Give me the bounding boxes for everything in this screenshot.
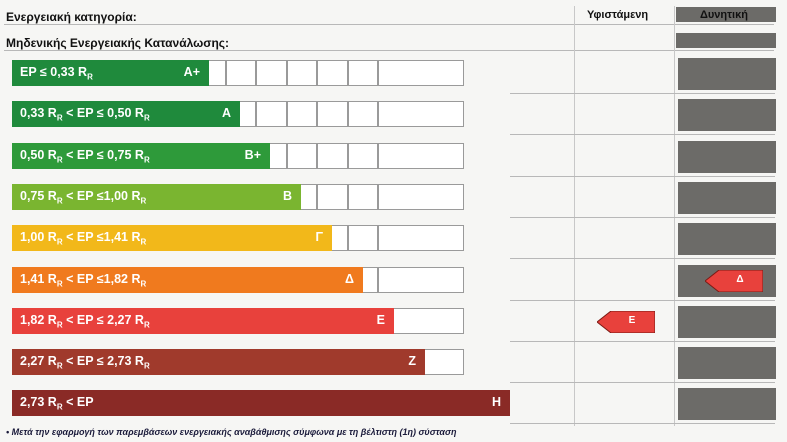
- energy-class-bar: 1,00 RR < EP ≤1,41 RR Γ: [12, 225, 332, 252]
- class-letter: B: [282, 188, 292, 203]
- scale-grid-cell: [378, 225, 464, 252]
- row-divider: [510, 299, 775, 301]
- scale-grid-cell: [286, 101, 317, 128]
- scale-grid-cell: [347, 183, 378, 210]
- potential-header-cell: [676, 7, 776, 22]
- potential-cell: [678, 347, 776, 380]
- footnote: • Μετά την εφαρμογή των παρεμβάσεων ενερ…: [6, 427, 457, 437]
- range-label: 1,41 RR < EP ≤1,82 RR: [20, 271, 147, 289]
- scale-grid-cell: [317, 60, 348, 86]
- potential-rating-arrow: Δ: [705, 269, 763, 292]
- scale-grid-cell: [286, 142, 317, 169]
- range-label: EP ≤ 0,33 RR: [20, 65, 93, 82]
- energy-class-bar: 2,27 RR < EP ≤ 2,73 RR Z: [12, 349, 425, 376]
- energy-class-bar: 0,50 RR < EP ≤ 0,75 RR B+: [12, 142, 270, 169]
- potential-cell: [678, 223, 776, 256]
- potential-column-header: Δυνητική: [700, 9, 748, 21]
- scale-grid-cell: [317, 101, 348, 128]
- range-label: 1,00 RR < EP ≤1,41 RR: [20, 230, 147, 247]
- energy-class-bar: 0,33 RR < EP ≤ 0,50 RR A: [12, 101, 240, 128]
- row-divider: [510, 382, 775, 384]
- scale-grid-cell: [347, 225, 378, 252]
- column-divider: [674, 6, 675, 426]
- range-label: 0,50 RR < EP ≤ 0,75 RR: [20, 147, 150, 165]
- row-divider: [510, 175, 775, 177]
- row-divider: [510, 216, 775, 218]
- row-divider: [510, 340, 775, 342]
- scale-grid-cell: [225, 60, 256, 86]
- energy-class-bar: EP ≤ 0,33 RR A+: [12, 60, 209, 86]
- potential-cell: [678, 58, 776, 90]
- scale-grid-cell: [378, 142, 464, 169]
- class-letter: B+: [244, 147, 261, 162]
- zero-energy-label: Μηδενικής Ενεργειακής Κατανάλωσης:: [6, 36, 230, 50]
- energy-class-bar: 2,73 RR < EP H: [12, 390, 510, 417]
- potential-cell: [678, 388, 776, 421]
- potential-zero-cell: [676, 33, 776, 48]
- existing-rating-arrow-label: E: [628, 315, 636, 327]
- scale-grid-cell: [378, 266, 464, 293]
- scale-grid-cell: [286, 60, 317, 86]
- class-letter: Γ: [315, 230, 323, 245]
- energy-class-bar: 1,82 RR < EP ≤ 2,27 RR E: [12, 307, 394, 334]
- potential-cell: [678, 181, 776, 214]
- energy-class-bar: 1,41 RR < EP ≤1,82 RR Δ: [12, 266, 363, 293]
- scale-grid-cell: [378, 60, 464, 86]
- range-label: 0,75 RR < EP ≤1,00 RR: [20, 188, 147, 206]
- existing-column-header: Υφιστάμενη: [587, 9, 649, 21]
- potential-cell: [678, 99, 776, 132]
- scale-grid-cell: [347, 142, 378, 169]
- scale-grid-cell: [378, 101, 464, 128]
- range-label: 1,82 RR < EP ≤ 2,27 RR: [20, 312, 150, 330]
- scale-grid-cell: [347, 60, 378, 86]
- energy-class-bar: 0,75 RR < EP ≤1,00 RR B: [12, 183, 301, 210]
- class-letter: A+: [183, 65, 200, 79]
- range-label: 0,33 RR < EP ≤ 0,50 RR: [20, 106, 150, 123]
- scale-grid-cell: [256, 101, 287, 128]
- header-divider: [4, 50, 774, 51]
- row-divider: [510, 423, 775, 425]
- class-letter: E: [376, 312, 385, 327]
- range-label: 2,73 RR < EP: [20, 395, 94, 412]
- class-letter: A: [221, 106, 231, 121]
- row-divider: [510, 93, 775, 94]
- class-letter: Z: [408, 354, 416, 369]
- energy-category-label: Ενεργειακή κατηγορία:: [6, 10, 137, 24]
- class-letter: H: [491, 395, 501, 410]
- potential-cell: [678, 140, 776, 173]
- potential-cell: [678, 305, 776, 338]
- scale-grid-cell: [378, 183, 464, 210]
- scale-grid-cell: [347, 101, 378, 128]
- scale-grid-cell: [256, 60, 287, 86]
- class-letter: Δ: [345, 271, 354, 286]
- potential-rating-arrow-label: Δ: [736, 274, 744, 285]
- scale-grid-cell: [317, 142, 348, 169]
- column-divider: [574, 6, 575, 426]
- scale-grid-cell: [317, 183, 348, 210]
- range-label: 2,27 RR < EP ≤ 2,73 RR: [20, 354, 150, 371]
- existing-rating-arrow: E: [597, 310, 655, 333]
- row-divider: [510, 258, 775, 260]
- header-divider: [4, 24, 774, 25]
- row-divider: [510, 134, 775, 136]
